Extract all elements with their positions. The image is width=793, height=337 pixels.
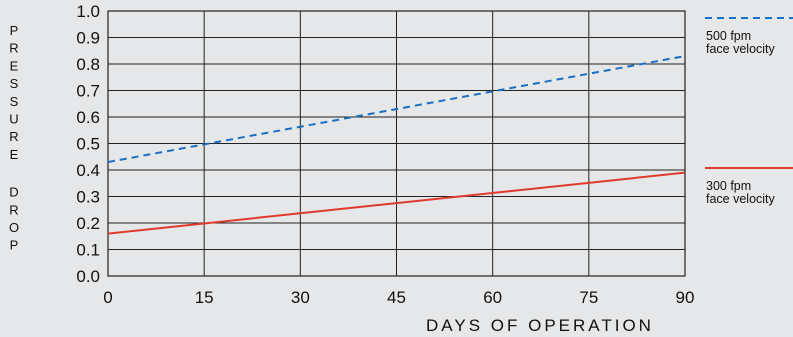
y-axis-label-letter: R — [9, 129, 18, 144]
y-axis-label-letter: R — [9, 202, 18, 217]
y-axis-label-letter: D — [9, 185, 18, 200]
x-tick-label: 90 — [676, 288, 695, 307]
legend-label: 500 fpm — [706, 29, 751, 43]
y-axis-label-letter: R — [9, 41, 18, 56]
y-tick-label: 0.4 — [76, 161, 100, 180]
y-axis-label-letter: E — [10, 58, 19, 73]
y-tick-label: 0.7 — [76, 82, 100, 101]
y-axis-label-letter: P — [10, 238, 19, 253]
x-axis-label: DAYS OF OPERATION — [426, 316, 654, 335]
legend-label: face velocity — [706, 192, 776, 206]
x-tick-label: 60 — [483, 288, 502, 307]
grid — [107, 10, 686, 277]
series-lines — [107, 55, 686, 235]
y-tick-label: 0.1 — [76, 241, 100, 260]
y-tick-labels: 0.0 0.1 0.2 0.3 0.4 0.5 0.6 0.7 0.8 0.9 1.0 — [76, 2, 100, 286]
x-tick-label: 30 — [291, 288, 310, 307]
x-tick-label: 0 — [103, 288, 112, 307]
legend-label: face velocity — [706, 42, 776, 56]
x-tick-label: 75 — [579, 288, 598, 307]
series-line-500fpm — [107, 55, 686, 164]
y-tick-label: 0.9 — [76, 29, 100, 48]
x-tick-label: 45 — [387, 288, 406, 307]
y-tick-label: 0.0 — [76, 267, 100, 286]
y-axis-label-letter: O — [9, 220, 19, 235]
y-tick-label: 0.5 — [76, 135, 100, 154]
y-tick-label: 1.0 — [76, 2, 100, 21]
series-line-300fpm — [107, 171, 686, 235]
x-tick-labels: 0 15 30 45 60 75 90 — [103, 288, 694, 307]
y-tick-label: 0.8 — [76, 55, 100, 74]
y-axis-label-letter: U — [9, 112, 18, 127]
y-axis-label-letter: E — [10, 147, 19, 162]
x-tick-label: 15 — [195, 288, 214, 307]
y-tick-label: 0.6 — [76, 108, 100, 127]
y-tick-label: 0.3 — [76, 188, 100, 207]
y-tick-label: 0.2 — [76, 214, 100, 233]
y-axis-label-letter: P — [10, 23, 19, 38]
y-axis-label-letter: S — [10, 94, 19, 109]
y-axis-label-letter: S — [10, 76, 19, 91]
legend-label: 300 fpm — [706, 179, 751, 193]
